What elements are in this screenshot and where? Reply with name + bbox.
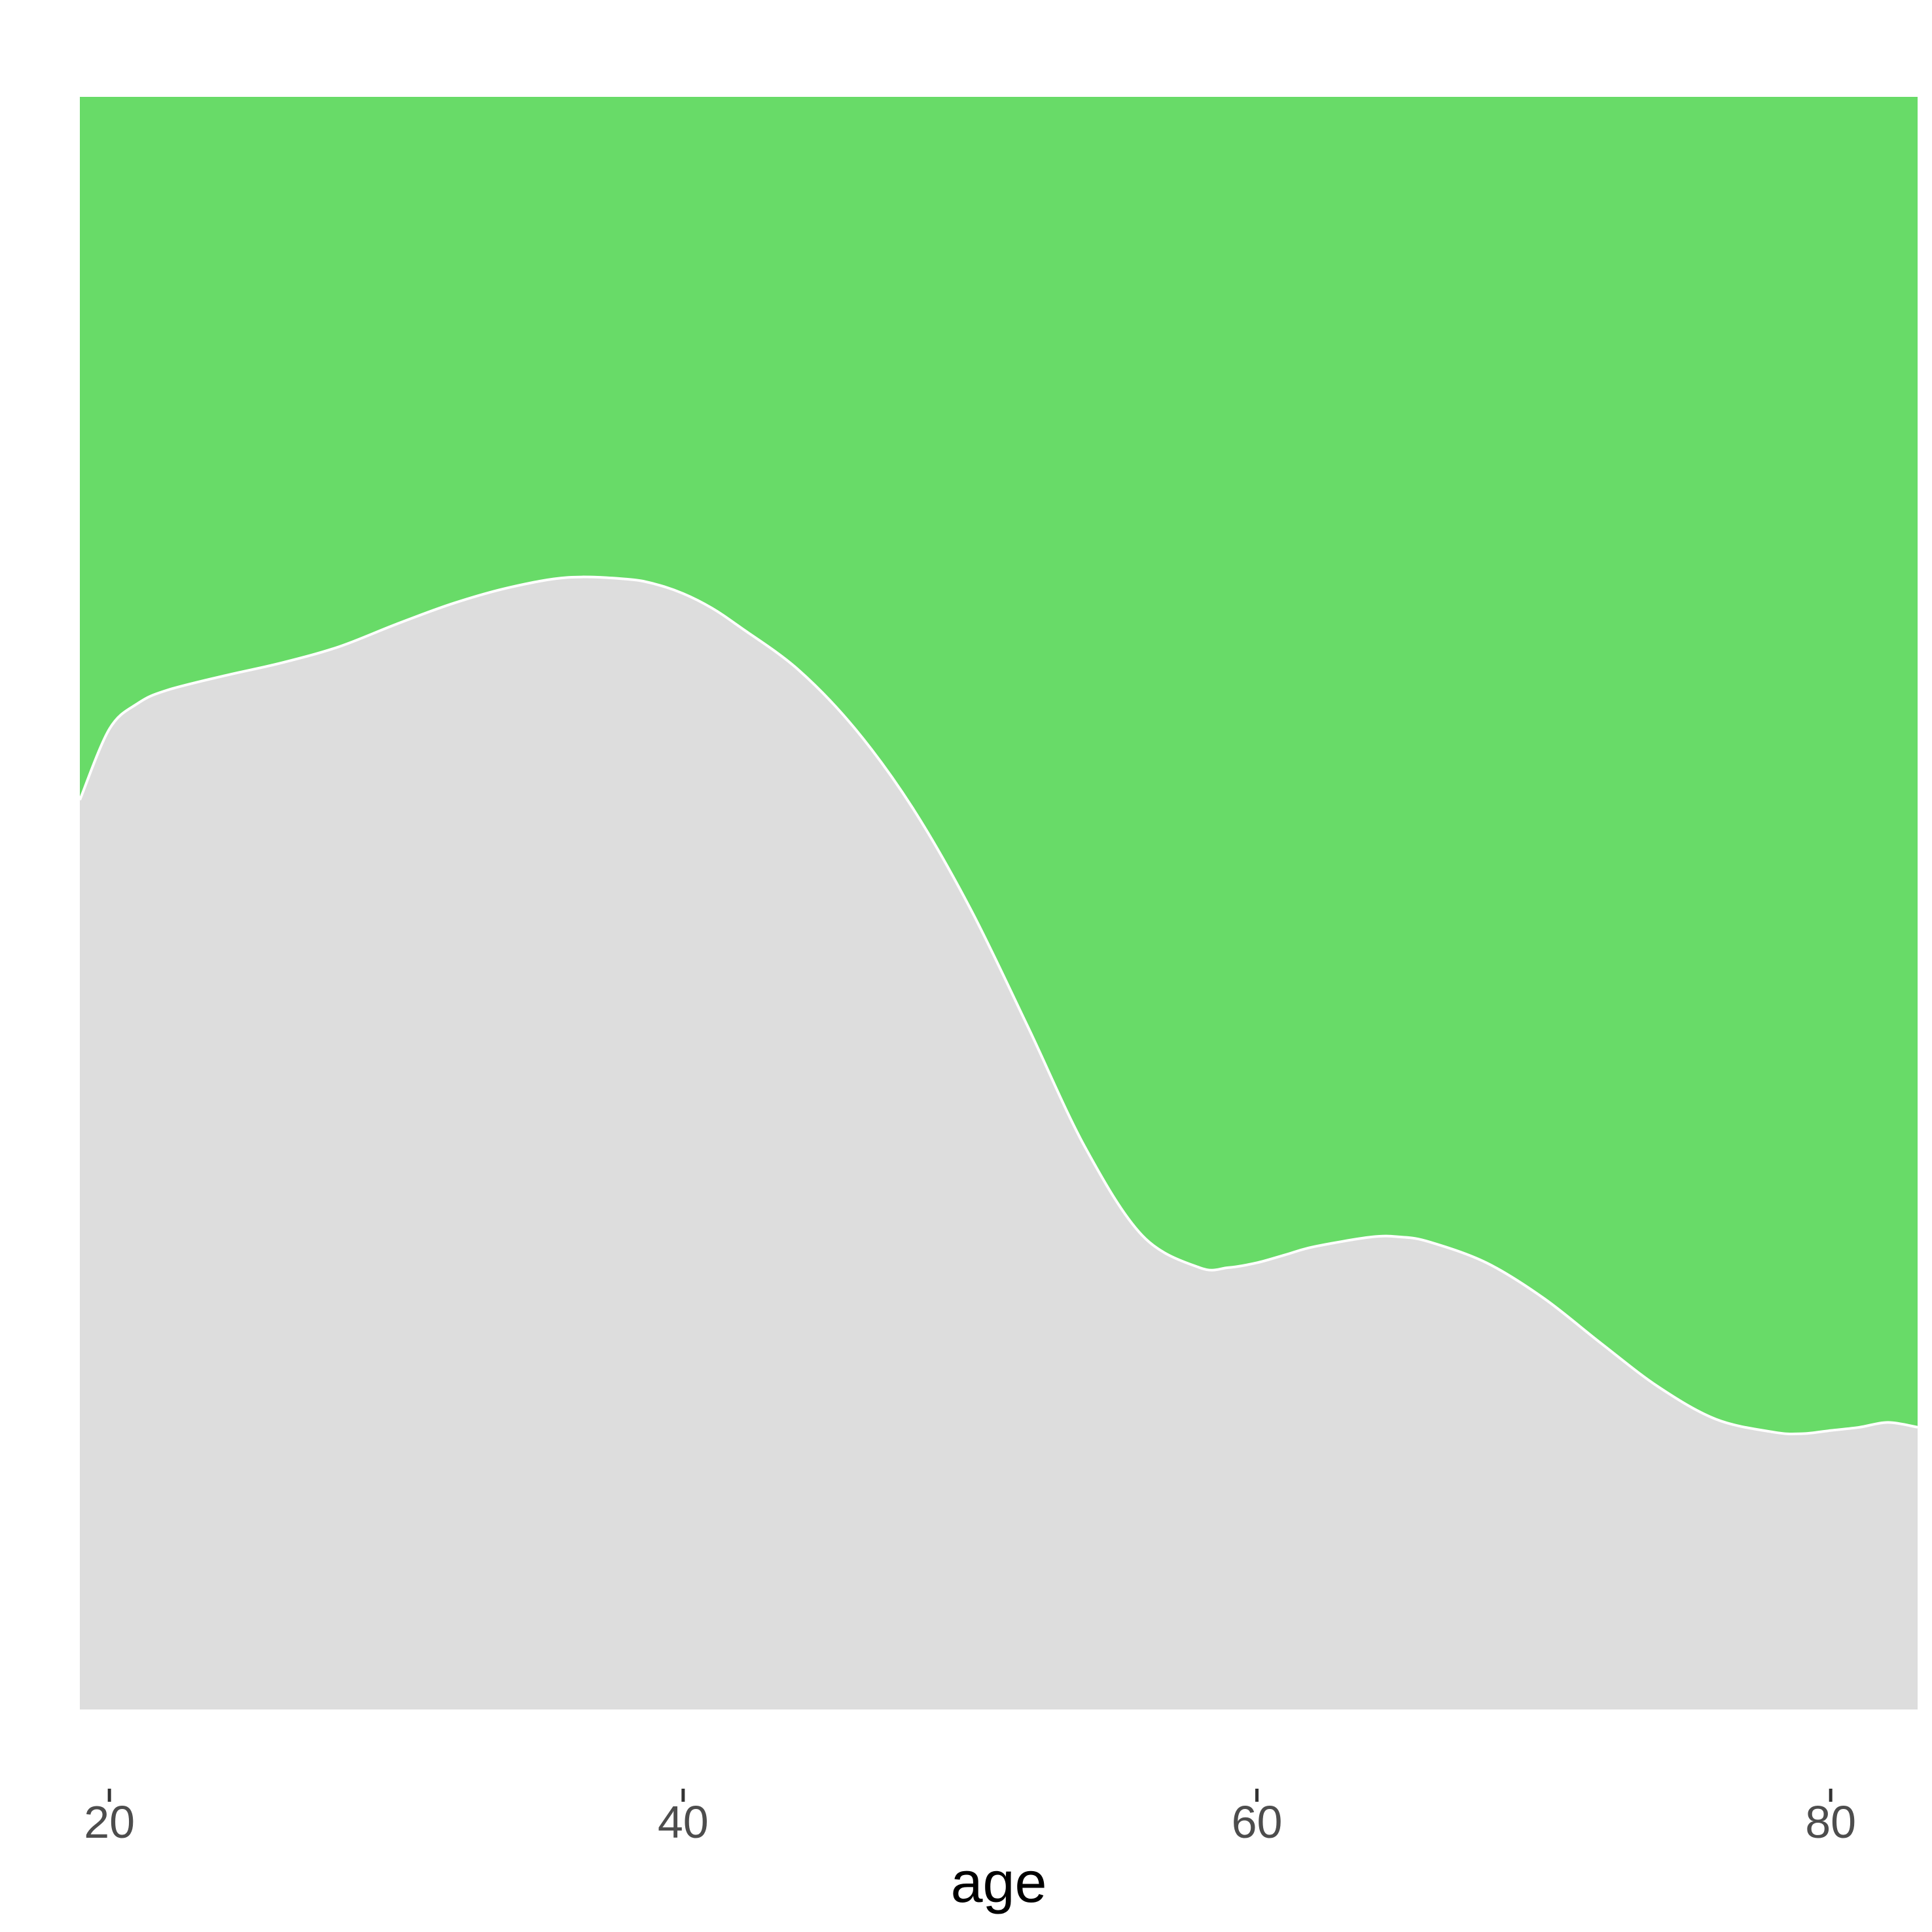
- x-tick-label: 80: [1805, 1797, 1856, 1848]
- x-axis-ticks: 20 40 60 80: [84, 1789, 1856, 1848]
- plot-area: [79, 97, 1918, 1710]
- series-boundary-line: [79, 575, 1918, 1436]
- x-tick-label: 20: [84, 1797, 135, 1848]
- area-series-lower: [80, 577, 1918, 1710]
- x-tick-label: 40: [658, 1797, 709, 1848]
- x-axis-title: age: [951, 1850, 1047, 1914]
- x-tick-label: 60: [1232, 1797, 1283, 1848]
